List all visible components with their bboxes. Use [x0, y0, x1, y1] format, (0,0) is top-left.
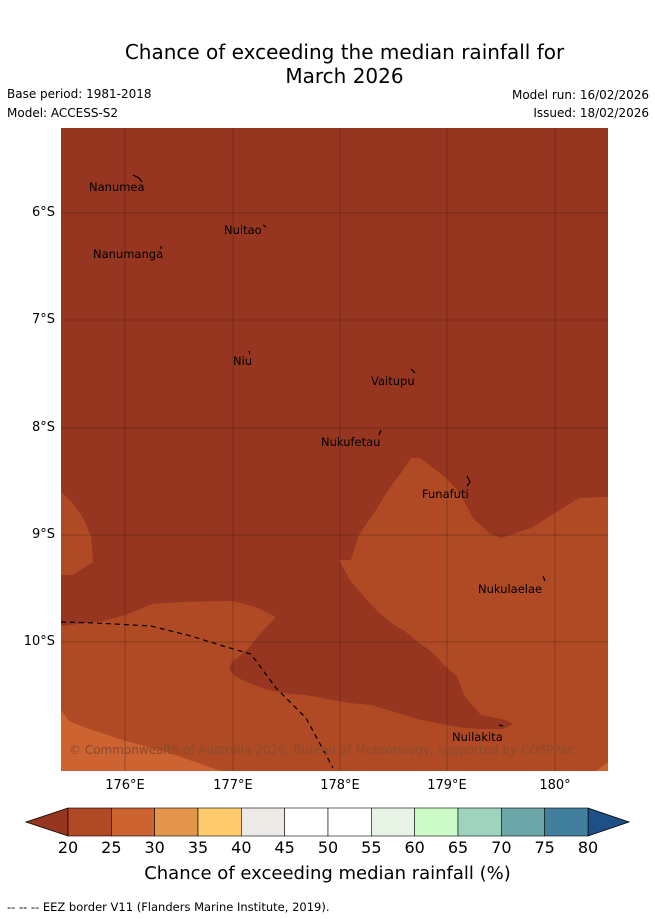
place-label: Nuitao: [224, 223, 262, 237]
place-label: Niu: [233, 354, 253, 368]
lat-tick-label: 8°S: [31, 420, 55, 435]
colorbar-tick-label: 45: [274, 838, 295, 857]
south-east-corner-30pct: [596, 762, 608, 771]
model-run-label: Model run: 16/02/2026: [511, 88, 649, 102]
colorbar-segment: [197, 807, 242, 837]
base-period-label: Base period: 1981-2018: [7, 87, 152, 101]
nukulaelae-island: [542, 575, 546, 582]
lat-tick-label: 7°S: [31, 312, 55, 327]
colorbar-segment: [414, 807, 459, 837]
eez-border-legend: -- -- -- EEZ border V11 (Flanders Marine…: [7, 900, 330, 914]
nuilakita-island: [498, 724, 504, 727]
lon-tick-label: 178°E: [320, 778, 360, 793]
niu-island: [248, 350, 251, 355]
south-west-region-30pct: [61, 710, 221, 771]
colorbar-tick-label: 30: [144, 838, 165, 857]
colorbar-segment: [371, 807, 415, 837]
place-label: Nukulaelae: [478, 582, 543, 596]
colorbar-segment: [67, 807, 112, 837]
place-label: Nuilakita: [452, 730, 503, 744]
lat-tick-label: 9°S: [31, 527, 55, 542]
lat-tick-label: 6°S: [31, 205, 55, 220]
colorbar-tick-label: 70: [491, 838, 512, 857]
place-label: Vaitupu: [371, 374, 415, 388]
lon-tick-label: 179°E: [427, 778, 467, 793]
colorbar-segment: [457, 807, 502, 837]
place-label: Nanumea: [89, 180, 145, 194]
colorbar-over-arrow: [587, 807, 631, 837]
lat-tick-label: 10°S: [23, 634, 55, 649]
colorbar-tick-label: 80: [577, 838, 599, 857]
title-line-2: March 2026: [285, 64, 404, 88]
colorbar: [24, 807, 631, 837]
colorbar-tick-label: 60: [404, 838, 425, 857]
south-east-region-25pct: [61, 458, 608, 771]
colorbar-tick-label: 55: [361, 838, 382, 857]
funafuti-island: [466, 475, 471, 487]
grid-lines: [61, 128, 608, 771]
colorbar-tick-label: 40: [231, 838, 252, 857]
colorbar-tick-label: 35: [187, 838, 209, 857]
rainfall-map: Nanumea Nuitao Nanumanga Niu Vaitupu Nuk…: [61, 128, 608, 771]
colorbar-segment: [501, 807, 545, 837]
colorbar-segment: [241, 807, 285, 837]
lon-tick-label: 177°E: [213, 778, 253, 793]
colorbar-tick-label: 20: [57, 838, 79, 857]
colorbar-segment: [154, 807, 199, 837]
chart-title: Chance of exceeding the median rainfall …: [0, 40, 655, 88]
colorbar-tick-label: 65: [447, 838, 469, 857]
lon-tick-label: 176°E: [105, 778, 145, 793]
island-outlines: [132, 174, 546, 727]
colorbar-tick-label: 25: [101, 838, 122, 857]
colorbar-title: Chance of exceeding median rainfall (%): [144, 863, 511, 884]
place-label: Nukufetau: [321, 435, 381, 449]
map-canvas: [61, 128, 608, 771]
issued-label: Issued: 18/02/2026: [533, 106, 649, 120]
title-line-1: Chance of exceeding the median rainfall …: [124, 40, 565, 64]
colorbar-segment: [544, 807, 589, 837]
eez-border: [61, 621, 334, 769]
model-label: Model: ACCESS-S2: [7, 106, 119, 120]
copyright-notice: © Commonwealth of Australia 2026, Bureau…: [69, 743, 575, 757]
nuitao-island: [262, 224, 267, 228]
lon-tick-label: 180°: [539, 778, 571, 793]
colorbar-segment: [327, 807, 372, 837]
vaitupu-island: [410, 368, 416, 374]
place-label: Nanumanga: [93, 247, 164, 261]
colorbar-under-arrow: [24, 807, 69, 837]
colorbar-tick-label: 75: [534, 838, 555, 857]
colorbar-segment: [284, 807, 329, 837]
place-label: Funafuti: [422, 487, 469, 501]
west-region-25pct: [61, 492, 93, 575]
nukufetau-island: [378, 429, 382, 436]
nanumea-island: [132, 174, 143, 183]
colorbar-tick-label: 50: [317, 838, 339, 857]
colorbar-segment: [111, 807, 155, 837]
